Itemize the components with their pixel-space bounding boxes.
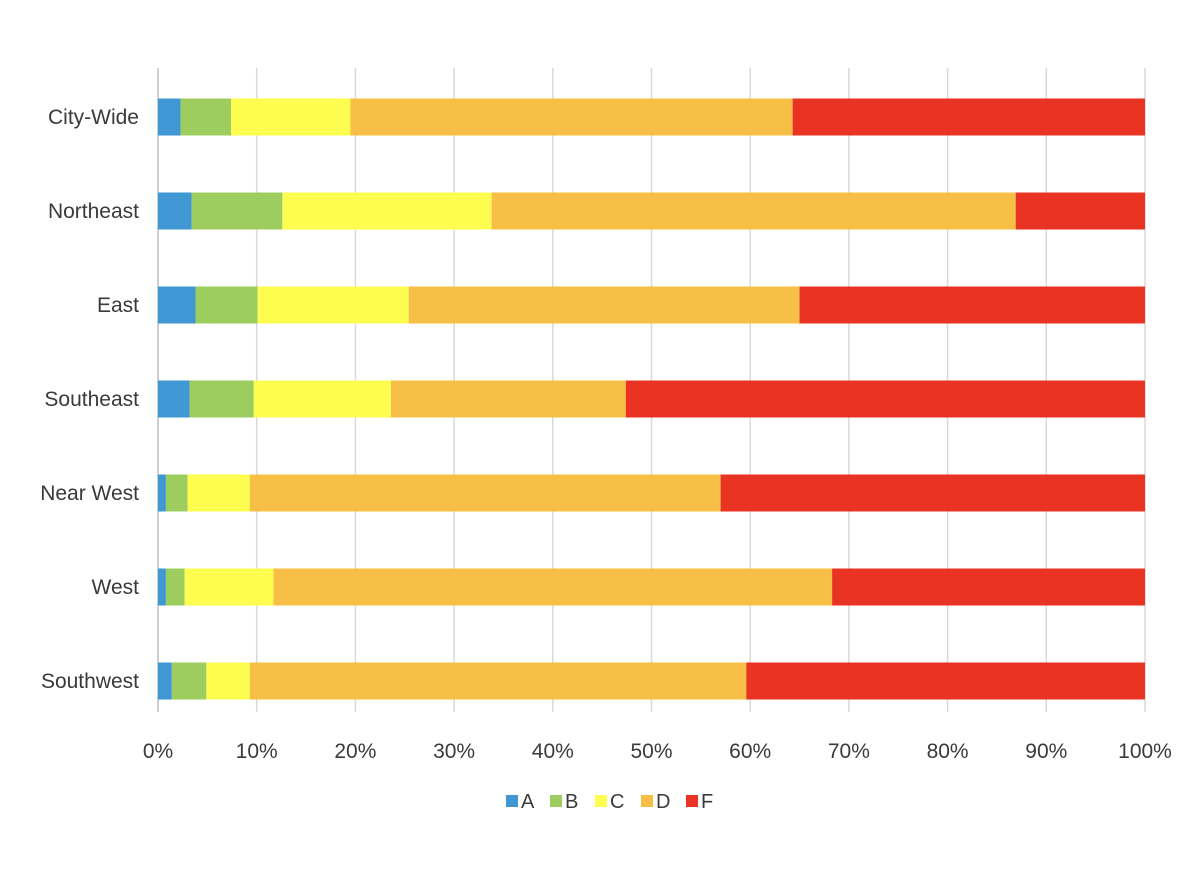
bar-segment-d (390, 380, 626, 418)
bar-segment-b (171, 662, 207, 700)
bar-segment-f (1015, 192, 1145, 230)
category-label: West (92, 576, 140, 599)
bar-segment-c (253, 380, 391, 418)
category-label: City-Wide (48, 106, 139, 129)
category-label: Near West (40, 482, 139, 505)
bar-segment-c (257, 286, 409, 324)
x-tick-label: 90% (1025, 740, 1067, 763)
bar-segment-a (158, 380, 190, 418)
legend-label: A (521, 791, 535, 813)
x-tick-label: 40% (532, 740, 574, 763)
bar-segment-f (746, 662, 1145, 700)
bar-segment-d (249, 662, 747, 700)
legend-swatch-f (686, 795, 698, 807)
category-label: Southeast (44, 388, 139, 411)
bar-segment-d (273, 568, 833, 606)
legend-swatch-c (595, 795, 607, 807)
legend-swatch-a (506, 795, 518, 807)
bar-segment-f (625, 380, 1145, 418)
bar-segment-d (408, 286, 800, 324)
bar-segment-b (180, 98, 232, 136)
bar-segment-f (720, 474, 1145, 512)
legend-swatch-b (550, 795, 562, 807)
bar-segment-b (189, 380, 254, 418)
category-label: Northeast (48, 200, 139, 223)
bar-segment-c (184, 568, 274, 606)
x-tick-label: 30% (433, 740, 475, 763)
legend-label: F (701, 791, 713, 813)
category-labels: City-Wide Northeast East Southeast Near West… (40, 106, 139, 693)
bar-segment-a (158, 192, 192, 230)
bar-segment-b (165, 474, 188, 512)
bar-segment-a (158, 662, 172, 700)
bar-segment-a (158, 98, 181, 136)
bar-segment-c (187, 474, 250, 512)
bar-segment-b (191, 192, 283, 230)
bar-segment-c (231, 98, 351, 136)
bar-segment-a (158, 568, 166, 606)
legend-label: D (656, 791, 670, 813)
bar-segment-f (799, 286, 1145, 324)
bar-segment-d (350, 98, 793, 136)
bar-segment-d (249, 474, 721, 512)
bar-segment-b (165, 568, 185, 606)
x-tick-label: 10% (236, 740, 278, 763)
x-tick-label: 80% (927, 740, 969, 763)
legend-label: C (610, 791, 624, 813)
x-tick-label: 100% (1118, 740, 1172, 763)
x-tick-labels: 0% 10% 20% 30% 40% 50% 60% 70% 80% 90% 100% (143, 740, 1172, 763)
bar-segment-f (832, 568, 1145, 606)
bar-segment-c (282, 192, 492, 230)
bar-segment-a (158, 286, 196, 324)
bar-segment-b (195, 286, 258, 324)
category-label: Southwest (41, 670, 139, 693)
legend-swatch-d (641, 795, 653, 807)
x-tick-label: 20% (334, 740, 376, 763)
x-tick-label: 60% (729, 740, 771, 763)
x-tick-label: 50% (630, 740, 672, 763)
bars (158, 98, 1145, 700)
x-tick-label: 0% (143, 740, 173, 763)
x-tick-label: 70% (828, 740, 870, 763)
legend-label: B (565, 791, 578, 813)
bar-segment-a (158, 474, 166, 512)
bar-segment-d (491, 192, 1016, 230)
category-label: East (97, 294, 139, 317)
bar-segment-f (792, 98, 1145, 136)
bar-segment-c (206, 662, 250, 700)
